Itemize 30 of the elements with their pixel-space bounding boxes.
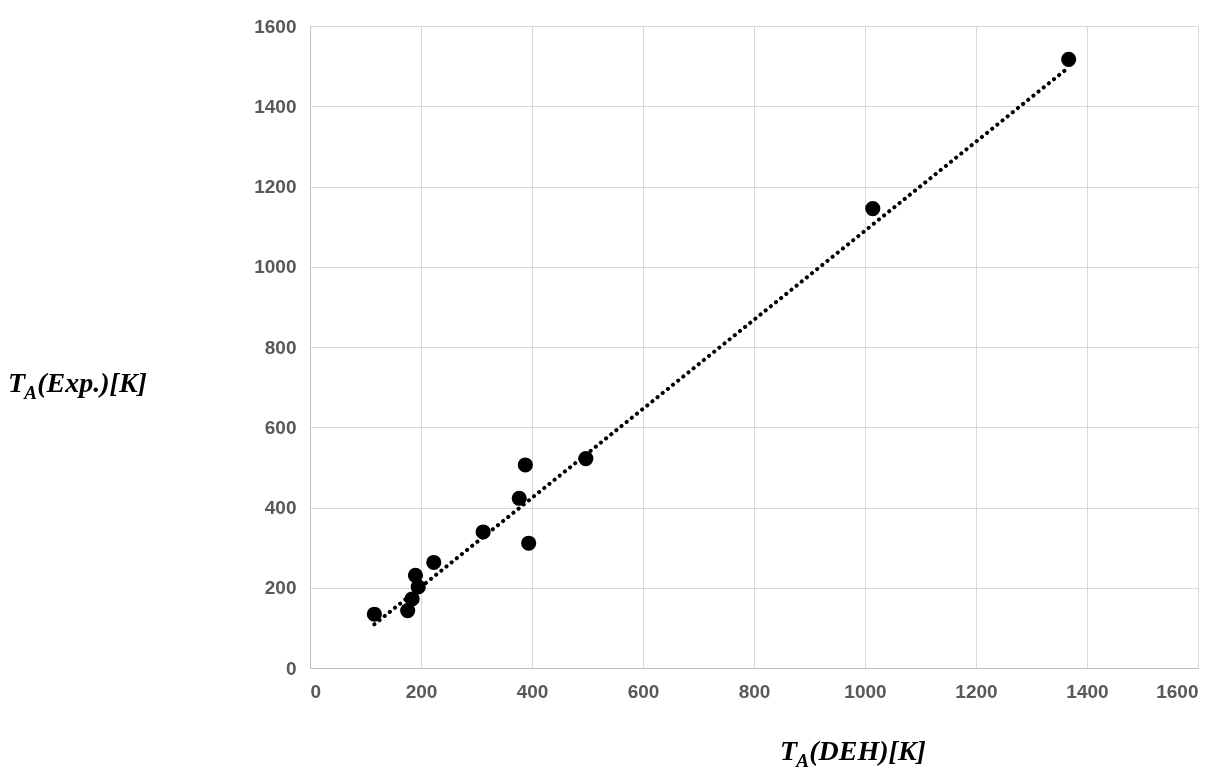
x-tick-label: 1400 [1066,680,1109,702]
x-tick-label: 1000 [844,680,887,702]
point [865,201,881,217]
x-tick-label: 400 [516,680,549,702]
y-tick-label: 1000 [254,256,297,278]
x-tick-label: 200 [405,680,438,702]
point [1061,51,1077,67]
point [426,554,442,571]
point [517,457,533,473]
y-tick-label: 1600 [254,15,297,37]
x-tick-label: 800 [738,680,771,702]
y-tick-label: 800 [264,336,297,358]
x-tick-label: 600 [627,680,660,702]
point [475,524,491,540]
y-tick-label: 200 [264,577,297,599]
point [511,490,527,506]
point [578,450,594,467]
y-tick-label: 0 [285,657,297,679]
y-tick-label: 1400 [254,95,297,117]
x-tick-label: 1600 [1156,680,1199,702]
point [400,603,416,619]
x-tick-label: 0 [310,680,322,702]
x-tick-label: 1200 [955,680,998,702]
point [521,535,537,551]
point [404,591,420,607]
point [366,606,382,622]
y-tick-label: 1200 [254,176,297,197]
y-tick-label: 400 [264,497,297,518]
point [407,567,424,583]
y-tick-label: 600 [264,416,297,438]
